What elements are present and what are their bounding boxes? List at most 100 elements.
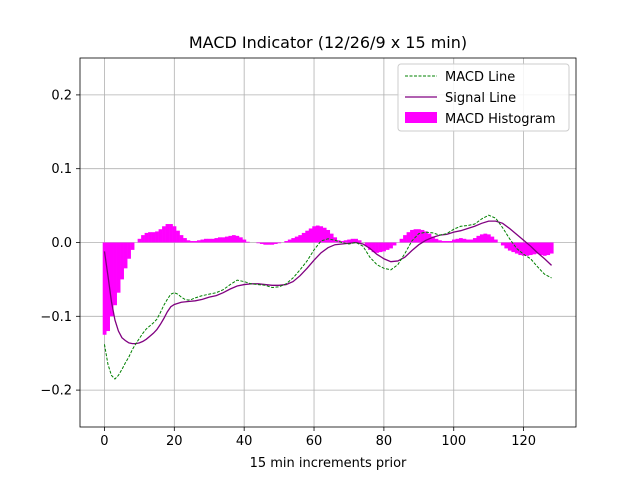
x-tick-label: 120	[511, 434, 536, 449]
histogram-bar	[525, 242, 530, 256]
histogram-bar	[179, 235, 184, 243]
histogram-bar	[120, 242, 124, 280]
histogram-bar	[542, 242, 547, 256]
histogram-bar	[204, 238, 208, 243]
histogram-bar	[455, 238, 460, 243]
histogram-bar	[305, 230, 310, 243]
histogram-bar	[343, 240, 348, 243]
histogram-bar	[500, 242, 505, 246]
histogram-bar	[514, 242, 519, 254]
histogram-bar	[476, 235, 481, 243]
histogram-bar	[486, 234, 491, 243]
legend-frame	[397, 63, 570, 132]
histogram-bar	[521, 242, 526, 256]
histogram-bar	[319, 226, 324, 243]
histogram-bar	[186, 240, 191, 243]
histogram-bar	[217, 237, 222, 243]
histogram-bar	[256, 242, 261, 244]
histogram-bar	[448, 241, 453, 243]
histogram-bar	[109, 242, 114, 317]
histogram-bar	[445, 241, 449, 243]
histogram-bar	[385, 242, 390, 250]
histogram-bar	[127, 242, 131, 259]
histogram-bar	[287, 239, 292, 243]
histogram-bar	[375, 242, 379, 253]
histogram-bar	[511, 242, 516, 253]
histogram-bar	[270, 242, 275, 245]
histogram-bar	[294, 236, 299, 243]
histogram-bar	[162, 226, 166, 243]
histogram-bar	[210, 238, 215, 243]
histogram-bar	[165, 224, 170, 243]
histogram-bar	[259, 242, 264, 244]
y-tick-label: 0.2	[51, 88, 72, 103]
histogram-bar	[312, 226, 317, 243]
x-axis-label: 15 min increments prior	[250, 456, 407, 471]
histogram-bar	[490, 236, 495, 243]
histogram-bar	[155, 231, 159, 243]
histogram-bar	[438, 240, 442, 243]
histogram-bar	[238, 237, 243, 243]
chart-title: MACD Indicator (12/26/9 x 15 min)	[189, 33, 467, 52]
histogram-bar	[452, 239, 456, 243]
histogram-bar	[273, 242, 278, 244]
histogram-bar	[169, 224, 173, 243]
histogram-bar	[266, 242, 271, 245]
histogram-bar	[130, 242, 135, 250]
histogram-bar	[315, 225, 320, 243]
histogram-bar	[172, 226, 177, 243]
histogram-bar	[221, 237, 226, 243]
histogram-bar	[102, 242, 107, 335]
histogram-bar	[151, 232, 156, 243]
histogram-bar	[197, 240, 201, 243]
histogram-bar	[417, 229, 421, 243]
histogram-bar	[144, 232, 149, 243]
histogram-bar	[207, 238, 212, 243]
histogram-bar	[322, 227, 327, 243]
histogram-bar	[420, 229, 425, 243]
histogram-bar	[546, 242, 551, 256]
histogram-bar	[469, 239, 474, 243]
histogram-bar	[190, 241, 194, 243]
histogram-bar	[462, 238, 467, 243]
histogram-bar	[200, 239, 205, 243]
x-tick-label: 0	[100, 434, 108, 449]
histogram-bar	[532, 242, 537, 255]
histogram-bar	[399, 238, 404, 243]
histogram-bar	[242, 239, 247, 243]
histogram-bar	[308, 228, 313, 243]
histogram-bar	[193, 241, 198, 243]
histogram-bar	[329, 233, 334, 243]
histogram-bar	[354, 238, 358, 243]
histogram-bar	[357, 240, 362, 243]
histogram-bar	[291, 238, 296, 243]
histogram-bar	[123, 242, 128, 269]
histogram-bar	[340, 241, 345, 243]
histogram-bar	[231, 235, 236, 243]
legend-macd-histogram-label: MACD Histogram	[445, 112, 556, 127]
histogram-bar	[141, 235, 145, 243]
histogram-bar	[148, 232, 152, 243]
histogram-bar	[378, 242, 383, 253]
histogram-bar	[535, 242, 540, 254]
histogram-bar	[528, 242, 533, 256]
histogram-bar	[277, 242, 282, 244]
histogram-bar	[301, 232, 306, 243]
histogram-bar	[113, 242, 117, 306]
histogram-bar	[326, 229, 331, 243]
histogram-bar	[263, 242, 268, 245]
histogram-bar	[434, 238, 439, 243]
histogram-bar	[347, 239, 352, 243]
histogram-bar	[549, 242, 554, 254]
histogram-bar	[364, 242, 369, 247]
histogram-bar	[116, 242, 121, 293]
histogram-bar	[413, 229, 418, 243]
histogram-bar	[424, 231, 428, 243]
histogram-bar	[336, 240, 341, 243]
x-tick-label: 20	[166, 434, 183, 449]
histogram-bar	[235, 235, 240, 243]
y-tick-label: 0.1	[51, 162, 72, 177]
signal-line	[103, 220, 552, 345]
histogram-bar	[539, 242, 544, 256]
